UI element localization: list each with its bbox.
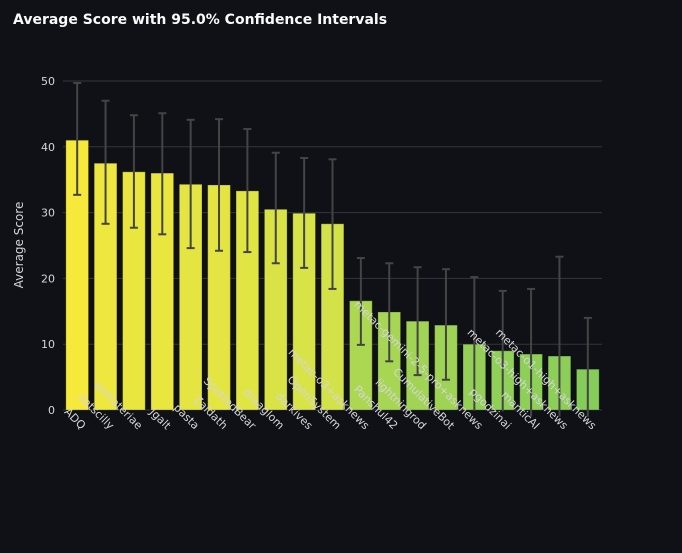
chart-title: Average Score with 95.0% Confidence Inte… <box>13 12 388 28</box>
y-tick-label: 50 <box>41 75 55 88</box>
y-tick-label: 20 <box>41 272 55 285</box>
y-tick-label: 0 <box>48 404 55 417</box>
y-tick-label: 40 <box>41 141 55 154</box>
y-axis-label: Average Score <box>12 202 26 289</box>
y-tick-label: 10 <box>41 338 55 351</box>
y-tick-label: 30 <box>41 207 55 220</box>
